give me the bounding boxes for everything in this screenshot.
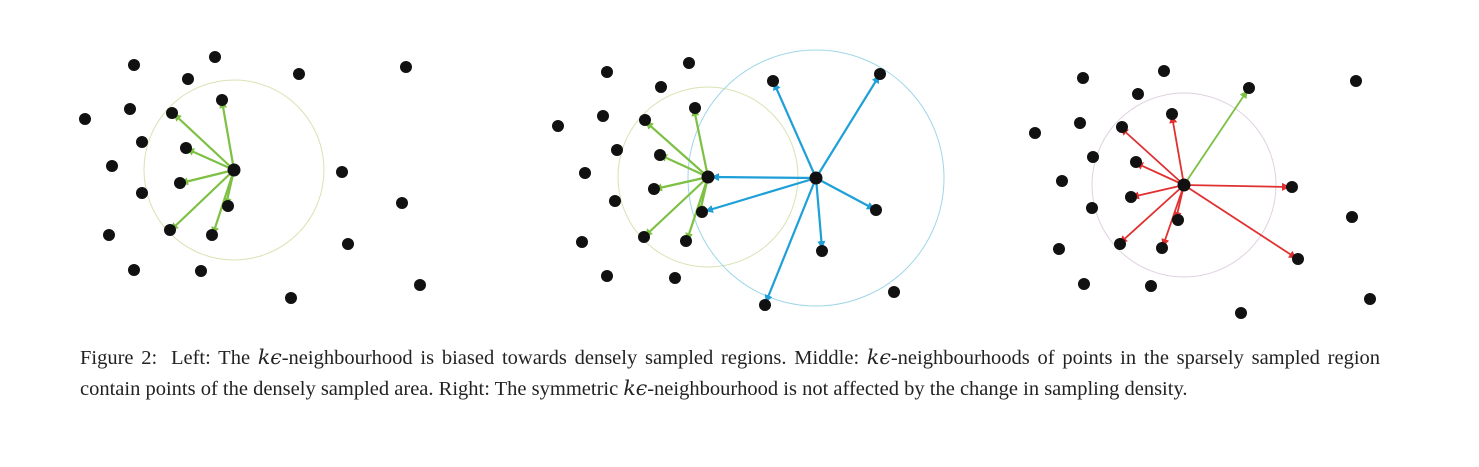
neighbour-arrows-dense — [644, 108, 710, 241]
neighbourhood-ring — [143, 79, 325, 261]
figure-2-diagram — [79, 49, 1376, 319]
neighbourhood-ring — [1091, 92, 1277, 278]
neighbour-arrows-sparse — [705, 75, 880, 303]
caption-middle: Middle: kϵ-neighbourhoods of points in t… — [80, 345, 1381, 400]
neighbour-arrows — [1119, 115, 1297, 259]
figure-caption: Figure 2: Left: The kϵ-neighbourhood is … — [80, 342, 1380, 404]
sample-points — [1029, 65, 1376, 319]
neighbour-arrows-reverse — [1183, 90, 1248, 186]
caption-right: Right: The symmetric kϵ-neighbourhood is… — [438, 376, 1188, 400]
sample-points — [79, 51, 426, 304]
sample-points — [552, 57, 900, 311]
panel-middle — [552, 49, 945, 311]
figure-label: Figure 2: — [80, 347, 158, 369]
caption-left: Left: The kϵ-neighbourhood is biased tow… — [170, 345, 787, 369]
panel-right — [1029, 65, 1376, 319]
neighbourhood-ring-sparse — [687, 49, 945, 307]
panel-left — [79, 51, 426, 304]
neighbour-arrows — [170, 100, 236, 235]
